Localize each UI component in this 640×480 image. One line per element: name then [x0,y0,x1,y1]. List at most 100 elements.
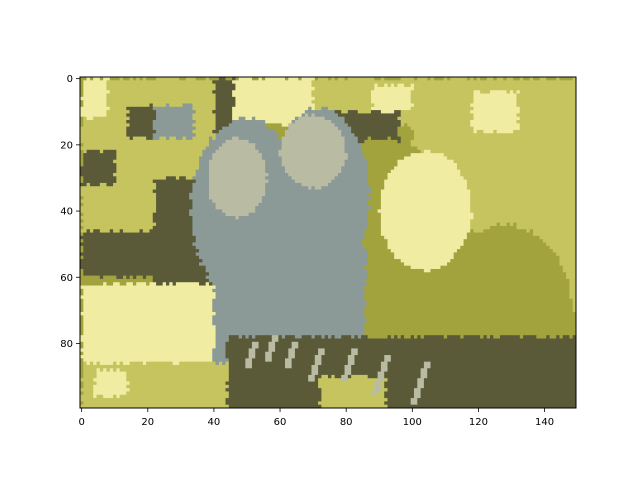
heatmap-cell-run [215,123,230,128]
heatmap-cell-run [318,384,375,389]
heatmap-cell-run [341,378,349,382]
heatmap-cell-run [103,394,114,399]
heatmap-cell-run [288,126,339,131]
heatmap-cell-run [364,328,577,333]
heatmap-cell-run [80,302,84,306]
heatmap-cell-run [331,77,336,81]
heatmap-cell-run [509,222,514,227]
heatmap-cell-run [364,325,577,329]
heatmap-cell-run [450,259,560,263]
heatmap-cell-run [271,358,286,363]
heatmap-cell-run [222,361,226,366]
heatmap-cell-run [83,321,213,326]
heatmap-cell-run [225,388,322,392]
heatmap-cell-run [80,129,127,134]
heatmap-cell-run [225,77,233,81]
heatmap-cell-run [433,77,445,81]
heatmap-cell-run [470,196,577,200]
heatmap-cell-run [420,335,425,339]
heatmap-cell-run [80,348,213,353]
heatmap-cell-run [278,133,286,137]
heatmap-cell-run [566,275,577,280]
heatmap-cell-run [103,368,107,372]
heatmap-cell-run [152,212,190,217]
heatmap-cell-run [225,341,253,346]
heatmap-cell-run [364,312,577,316]
heatmap-cell-run [281,156,349,161]
heatmap-cell-run [80,275,101,280]
heatmap-cell-run [202,259,369,263]
heatmap-cell-run [397,126,412,131]
heatmap-cell-run [331,374,336,379]
heatmap-cell-run [80,345,84,349]
heatmap-cell-run [473,93,517,98]
heatmap-cell-run [463,176,577,181]
heatmap-cell-run [410,93,474,98]
heatmap-cell-run [549,245,577,250]
heatmap-cell-run [215,335,230,339]
heatmap-cell-run [344,139,359,144]
heatmap-cell-run [364,139,398,144]
heatmap-cell-run [83,298,213,303]
heatmap-cell-run [192,123,216,128]
heatmap-cell-run [423,268,431,273]
heatmap-cell-run [516,113,577,118]
heatmap-cell-run [126,129,157,134]
heatmap-cell-run [228,335,240,339]
heatmap-cell-run [136,275,144,280]
heatmap-cell-run [351,348,359,353]
heatmap-cell-run [516,120,577,124]
heatmap-cell-run [202,153,213,157]
heatmap-cell-run [119,282,127,286]
heatmap-cell-run [99,368,104,372]
heatmap-cell-run [430,77,435,81]
heatmap-cell-run [275,341,293,346]
heatmap-cell-run [344,120,402,124]
heatmap-cell-run [470,123,521,128]
heatmap-cell-run [321,361,349,366]
heatmap-cell-run [400,120,471,124]
heatmap-cell-run [208,159,266,164]
heatmap-cell-run [364,156,405,161]
heatmap-cell-run [116,149,203,154]
heatmap-cell-run [516,100,577,104]
heatmap-cell-run [199,282,207,286]
heatmap-cell-run [288,348,296,353]
heatmap-cell-run [367,169,392,174]
heatmap-cell-run [222,209,256,214]
heatmap-cell-run [357,136,369,141]
heatmap-cell-run [83,308,213,313]
heatmap-cell-run [364,153,412,157]
heatmap-cell-run [208,169,266,174]
heatmap-cell-run [96,368,101,372]
heatmap-cell-run [291,345,299,349]
heatmap-cell-run [129,110,157,114]
heatmap-cell-run [407,123,471,128]
heatmap-cell-run [443,77,448,81]
heatmap-cell-run [199,255,369,260]
heatmap-cell-run [311,113,316,118]
heatmap-cell-run [473,229,484,233]
heatmap-cell-run [364,298,574,303]
heatmap-cell-run [331,179,369,184]
heatmap-cell-run [86,149,101,154]
heatmap-cell-run [301,182,329,187]
heatmap-cell-run [384,374,421,379]
heatmap-cell-run [410,90,474,94]
heatmap-cell-run [384,179,468,184]
heatmap-cell-run [152,179,197,184]
heatmap-cell-run [364,292,570,296]
heatmap-cell-run [420,368,428,372]
heatmap-cell-run [410,335,415,339]
heatmap-cell-run [265,351,273,356]
heatmap-cell-run [225,401,319,406]
heatmap-cell-run [271,351,289,356]
heatmap-cell-run [380,206,471,210]
heatmap-cell-run [129,136,134,141]
heatmap-cell-run [86,77,91,81]
heatmap-cell-run [447,262,560,267]
heatmap-cell-run [549,335,557,339]
heatmap-cell-run [294,355,316,359]
heatmap-cell-run [417,335,421,339]
heatmap-cell-run [394,255,455,260]
